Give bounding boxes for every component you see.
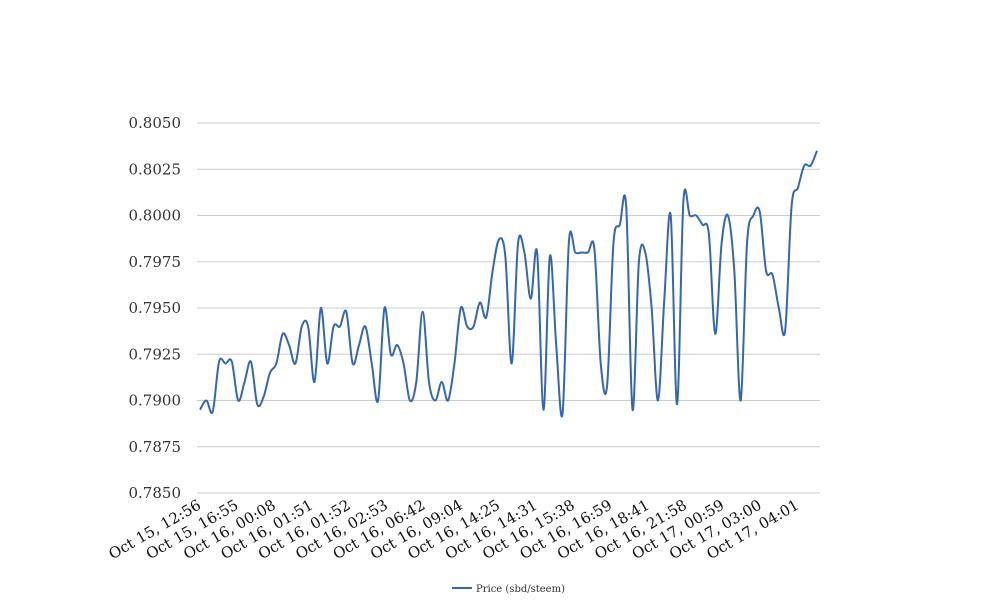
y-tick-label: 0.7875 — [129, 438, 182, 456]
y-tick-label: 0.7900 — [129, 392, 182, 410]
series-line — [199, 150, 818, 418]
y-tick-label: 0.7950 — [129, 299, 182, 317]
legend: Price (sbd/steem) — [452, 584, 565, 595]
y-tick-label: 0.8025 — [129, 160, 182, 178]
legend-label: Price (sbd/steem) — [476, 584, 565, 595]
y-tick-label: 0.8050 — [129, 114, 182, 132]
y-axis-tick-labels: 0.8050 0.8025 0.8000 0.7975 0.7950 0.7925 0.79… — [129, 114, 182, 502]
y-tick-label: 0.7975 — [129, 253, 182, 271]
series-layer — [199, 150, 818, 418]
y-tick-label: 0.7925 — [129, 345, 182, 363]
y-tick-label: 0.8000 — [129, 207, 182, 225]
y-tick-label: 0.7850 — [129, 484, 182, 502]
